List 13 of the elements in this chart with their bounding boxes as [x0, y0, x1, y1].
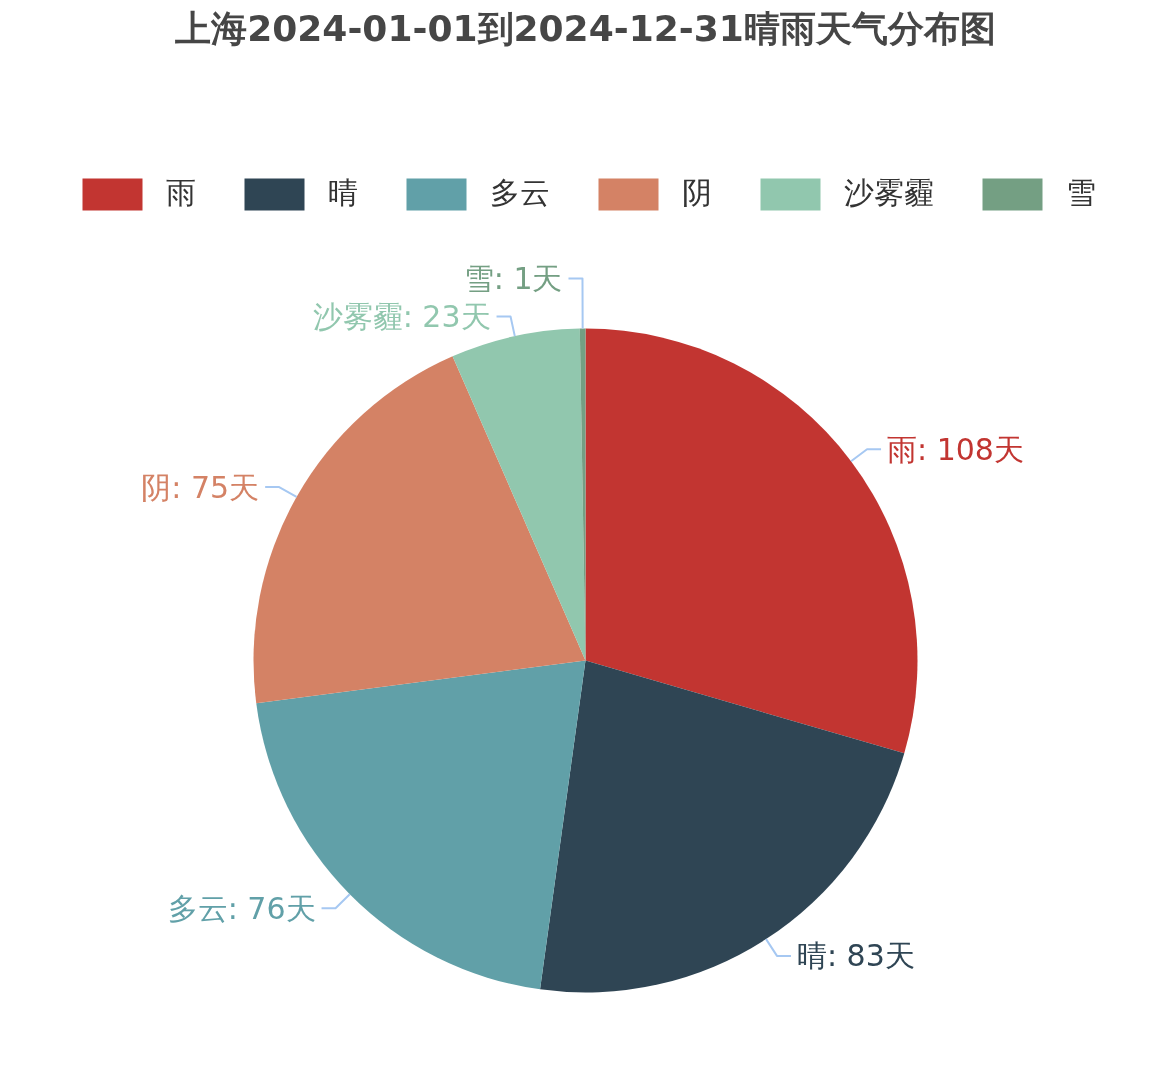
data-label: 晴: 83天	[796, 938, 915, 974]
legend-label: 雪	[1065, 174, 1096, 212]
chart-title: 上海2024-01-01到2024-12-31晴雨天气分布图	[175, 7, 996, 49]
data-label: 雪: 1天	[463, 261, 563, 297]
data-label: 沙雾霾: 23天	[312, 299, 491, 335]
data-label: 阴: 75天	[141, 469, 260, 505]
legend-label: 晴	[327, 174, 358, 212]
legend-label: 沙雾霾	[843, 174, 934, 212]
data-label: 多云: 76天	[167, 890, 316, 926]
data-label: 雨: 108天	[887, 431, 1024, 467]
legend-label: 雨	[165, 174, 196, 212]
legend-label: 多云	[489, 174, 550, 212]
legend-label: 阴	[681, 174, 712, 212]
